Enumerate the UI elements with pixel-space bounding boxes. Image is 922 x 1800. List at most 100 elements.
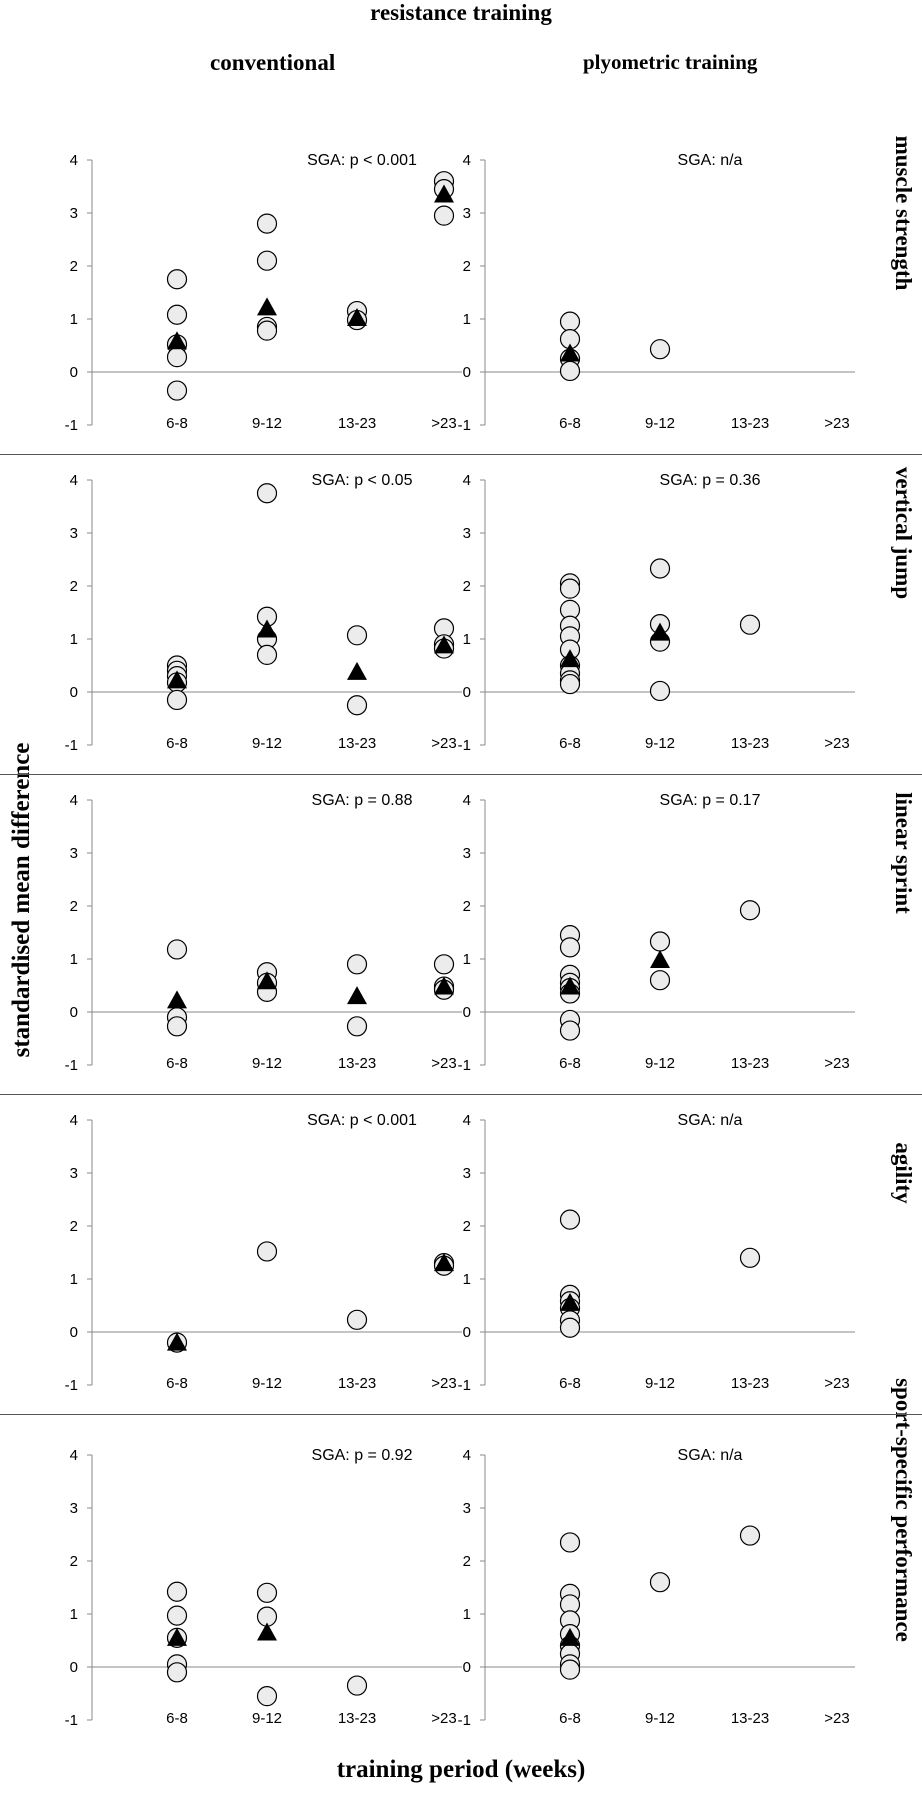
y-tick-label: 3 bbox=[70, 1500, 78, 1517]
study-effect-point bbox=[166, 1016, 188, 1037]
y-tick-label: 0 bbox=[70, 684, 78, 701]
study-effect-point bbox=[649, 970, 671, 991]
y-tick-label: 2 bbox=[463, 258, 471, 275]
y-tick-label: -1 bbox=[458, 417, 471, 434]
y-tick-label: 0 bbox=[70, 364, 78, 381]
x-tick-label: 6-8 bbox=[559, 415, 581, 432]
row-separator bbox=[0, 454, 922, 455]
row-separator bbox=[0, 774, 922, 775]
study-effect-point bbox=[166, 1605, 188, 1626]
study-effect-point bbox=[649, 931, 671, 952]
x-tick-label: >23 bbox=[431, 415, 456, 432]
mean-effect-marker bbox=[167, 990, 187, 1009]
y-tick-label: 0 bbox=[463, 364, 471, 381]
y-tick-label: 3 bbox=[463, 1165, 471, 1182]
x-tick-label: 9-12 bbox=[645, 1710, 675, 1727]
study-effect-point bbox=[739, 1247, 761, 1268]
y-tick-label: 0 bbox=[70, 1004, 78, 1021]
study-effect-point bbox=[739, 900, 761, 921]
mean-effect-marker bbox=[650, 622, 670, 641]
x-tick-label: 9-12 bbox=[252, 1375, 282, 1392]
mean-effect-marker bbox=[167, 331, 187, 350]
y-tick-label: 2 bbox=[70, 1218, 78, 1235]
x-tick-label: 13-23 bbox=[338, 735, 376, 752]
study-effect-point bbox=[739, 1525, 761, 1546]
study-effect-point bbox=[166, 380, 188, 401]
x-tick-label: 13-23 bbox=[338, 415, 376, 432]
study-effect-point bbox=[739, 614, 761, 635]
y-tick-label: 3 bbox=[463, 205, 471, 222]
mean-effect-marker bbox=[560, 976, 580, 995]
x-tick-label: >23 bbox=[824, 415, 849, 432]
mean-effect-marker bbox=[347, 661, 367, 680]
study-effect-point bbox=[166, 689, 188, 711]
study-effect-point bbox=[649, 1572, 671, 1593]
y-tick-label: -1 bbox=[458, 737, 471, 754]
y-tick-label: -1 bbox=[65, 417, 78, 434]
y-tick-label: 1 bbox=[463, 1606, 471, 1623]
x-tick-label: 13-23 bbox=[731, 1375, 769, 1392]
sga-annotation: SGA: p = 0.88 bbox=[312, 792, 413, 809]
sga-annotation: SGA: n/a bbox=[678, 1447, 743, 1464]
y-tick-label: 2 bbox=[70, 258, 78, 275]
x-tick-label: 6-8 bbox=[559, 1375, 581, 1392]
y-tick-label: 1 bbox=[463, 631, 471, 648]
study-effect-point bbox=[559, 1659, 581, 1680]
column-header-plyometric: plyometric training bbox=[583, 50, 758, 74]
y-tick-label: 4 bbox=[463, 1112, 471, 1129]
y-tick-label: 0 bbox=[463, 1324, 471, 1341]
y-tick-label: 4 bbox=[463, 1447, 471, 1464]
x-tick-label: 6-8 bbox=[559, 735, 581, 752]
y-tick-label: 4 bbox=[70, 792, 78, 809]
study-effect-point bbox=[166, 1581, 188, 1602]
y-tick-label: 2 bbox=[463, 898, 471, 915]
study-effect-point bbox=[166, 347, 188, 368]
mean-effect-marker bbox=[434, 184, 454, 203]
study-effect-point bbox=[433, 954, 455, 975]
sga-annotation: SGA: p = 0.17 bbox=[660, 792, 761, 809]
row-separator bbox=[0, 1094, 922, 1095]
y-tick-label: 2 bbox=[463, 578, 471, 595]
y-tick-label: 3 bbox=[463, 845, 471, 862]
study-effect-point bbox=[166, 1662, 188, 1683]
study-effect-point bbox=[559, 578, 581, 599]
y-tick-label: 4 bbox=[463, 472, 471, 489]
x-tick-label: 13-23 bbox=[731, 415, 769, 432]
mean-effect-marker bbox=[434, 976, 454, 995]
x-tick-label: 13-23 bbox=[731, 1055, 769, 1072]
y-tick-label: 1 bbox=[463, 1271, 471, 1288]
mean-effect-marker bbox=[257, 971, 277, 990]
mean-effect-marker bbox=[347, 307, 367, 326]
sga-annotation: SGA: p < 0.05 bbox=[312, 472, 413, 489]
study-effect-point bbox=[559, 311, 581, 332]
study-effect-point bbox=[256, 1241, 278, 1262]
x-tick-label: >23 bbox=[824, 1055, 849, 1072]
study-effect-point bbox=[166, 269, 188, 290]
mean-effect-marker bbox=[167, 670, 187, 689]
y-tick-label: -1 bbox=[65, 1057, 78, 1074]
study-effect-point bbox=[256, 250, 278, 271]
study-effect-point bbox=[346, 1016, 368, 1037]
y-tick-label: -1 bbox=[458, 1377, 471, 1394]
x-tick-label: 13-23 bbox=[338, 1055, 376, 1072]
y-tick-label: -1 bbox=[458, 1712, 471, 1729]
y-tick-label: -1 bbox=[65, 1712, 78, 1729]
y-tick-label: 1 bbox=[70, 311, 78, 328]
y-tick-label: 4 bbox=[463, 152, 471, 169]
mean-effect-marker bbox=[434, 1253, 454, 1272]
study-effect-point bbox=[559, 937, 581, 958]
x-tick-label: 6-8 bbox=[166, 1375, 188, 1392]
study-effect-point bbox=[346, 954, 368, 975]
x-tick-label: 9-12 bbox=[252, 1710, 282, 1727]
x-tick-label: 9-12 bbox=[645, 415, 675, 432]
mean-effect-marker bbox=[560, 343, 580, 362]
y-tick-label: 0 bbox=[463, 1659, 471, 1676]
x-tick-label: 9-12 bbox=[252, 1055, 282, 1072]
mean-effect-marker bbox=[434, 635, 454, 654]
column-header-conventional: conventional bbox=[210, 50, 336, 75]
figure-title: resistance training bbox=[370, 0, 552, 25]
y-tick-label: 0 bbox=[463, 684, 471, 701]
y-tick-label: 4 bbox=[70, 1447, 78, 1464]
y-tick-label: 3 bbox=[463, 525, 471, 542]
x-tick-label: >23 bbox=[431, 735, 456, 752]
